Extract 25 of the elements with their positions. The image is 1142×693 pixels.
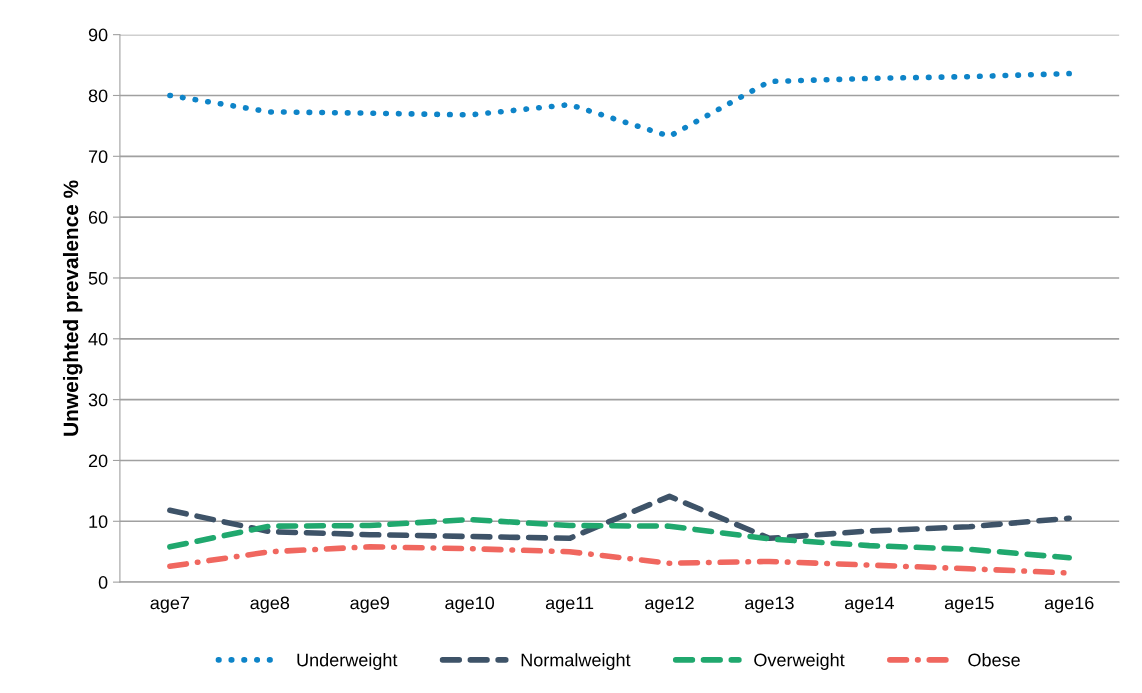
x-tick-label: age16 — [1044, 596, 1094, 613]
y-tick-label: 10 — [89, 515, 108, 529]
y-tick-label: 20 — [88, 454, 108, 468]
x-tick-label: age15 — [944, 596, 994, 613]
y-tick-label: 40 — [88, 332, 108, 346]
x-tick-label: age9 — [350, 596, 389, 613]
x-tick-label: age12 — [645, 596, 694, 613]
legend-label: Underweight — [297, 653, 398, 670]
x-tick-label: age8 — [250, 596, 290, 613]
legend-label: Normalweight — [521, 653, 631, 670]
y-axis-title: Unweighted prevalence % — [62, 180, 83, 436]
y-tick-label: 70 — [88, 150, 108, 164]
x-tick-label: age7 — [150, 596, 190, 613]
y-tick-label: 60 — [88, 211, 108, 224]
y-tick-label: 90 — [88, 28, 108, 42]
y-tick-label: 0 — [98, 576, 108, 589]
x-tick-label: age13 — [745, 596, 794, 613]
legend-label: Obese — [968, 653, 1020, 667]
legend-label: Overweight — [754, 653, 845, 670]
y-tick-label: 50 — [88, 271, 108, 285]
y-tick-label: 30 — [88, 393, 108, 407]
x-tick-label: age10 — [445, 596, 495, 613]
x-tick-label: age11 — [545, 596, 594, 613]
y-tick-label: 80 — [88, 89, 108, 103]
x-tick-label: age14 — [845, 596, 894, 613]
